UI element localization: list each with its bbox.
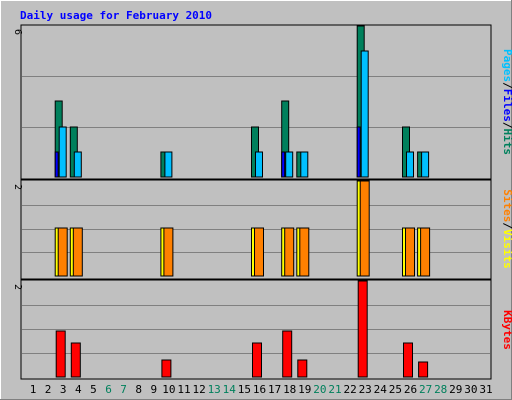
bar-kbytes-day-23 xyxy=(357,280,368,378)
bar-sites-day-19 xyxy=(299,227,310,277)
bar-kbytes-day-26 xyxy=(403,342,413,378)
y-max-label-kbytes: 2 xyxy=(12,284,23,290)
x-tick-label-2: 2 xyxy=(45,383,52,396)
x-tick-label-13: 13 xyxy=(208,383,221,396)
y-axis-max-labels: 6 2 2 xyxy=(12,29,23,290)
bar-kbytes-day-19 xyxy=(297,359,308,378)
legend-top-item-3: / xyxy=(501,122,512,129)
x-tick-label-14: 14 xyxy=(223,383,237,396)
x-tick-label-11: 11 xyxy=(177,383,190,396)
bar-sites-day-27 xyxy=(420,227,431,277)
legend-middle-item-2: Visits xyxy=(501,229,512,269)
bar-pages-day-23 xyxy=(360,50,369,178)
bar-kbytes-day-10 xyxy=(161,359,172,378)
x-tick-label-26: 26 xyxy=(404,383,417,396)
bar-sites-day-26 xyxy=(405,227,415,277)
bar-kbytes-day-16 xyxy=(252,342,262,378)
bar-kbytes-day-4 xyxy=(70,342,81,378)
bar-files-day-3 xyxy=(54,151,59,178)
x-tick-label-1: 1 xyxy=(30,383,37,396)
x-tick-label-9: 9 xyxy=(150,383,157,396)
x-tick-labels: 1 2 3 4 5 6 7 8 9 10 11 12 13 14 15 16 17 18 19 20 21 22 23 24 2… xyxy=(30,383,493,396)
legend-visits-sites: Sites/Visits xyxy=(501,189,512,269)
bar-pages-day-27 xyxy=(421,151,430,178)
legend-kbytes: KBytes xyxy=(501,310,512,350)
legend-middle-item-1: / xyxy=(501,222,512,229)
bar-pages-day-19 xyxy=(300,151,309,178)
legend-top-item-0: Pages xyxy=(501,49,512,82)
legend-bottom-item-0: KBytes xyxy=(501,310,512,350)
x-tick-label-4: 4 xyxy=(75,383,82,396)
x-tick-label-16: 16 xyxy=(253,383,266,396)
x-tick-label-8: 8 xyxy=(135,383,142,396)
legend-top-item-2: Files xyxy=(501,89,512,122)
bar-pages-day-18 xyxy=(285,151,294,178)
x-tick-label-18: 18 xyxy=(283,383,296,396)
x-tick-label-20: 20 xyxy=(313,383,326,396)
x-tick-label-10: 10 xyxy=(162,383,175,396)
bar-kbytes-day-18 xyxy=(282,330,293,378)
y-max-label-hits-files-pages: 6 xyxy=(12,29,23,35)
x-tick-label-3: 3 xyxy=(60,383,67,396)
bar-files-day-18 xyxy=(281,151,286,178)
bar-sites-day-16 xyxy=(254,227,264,277)
bar-pages-day-10 xyxy=(164,151,173,178)
bar-pages-day-26 xyxy=(406,151,414,178)
bar-sites-day-18 xyxy=(284,227,295,277)
legend-top-item-4: Hits xyxy=(501,129,512,156)
bar-pages-day-16 xyxy=(255,151,263,178)
x-tick-label-25: 25 xyxy=(389,383,402,396)
chart-title: Daily usage for February 2010 xyxy=(20,9,212,22)
x-tick-label-22: 22 xyxy=(343,383,356,396)
bar-kbytes-day-3 xyxy=(55,330,66,378)
x-tick-label-31: 31 xyxy=(479,383,492,396)
x-tick-label-6: 6 xyxy=(105,383,112,396)
x-tick-label-23: 23 xyxy=(359,383,372,396)
legend-middle-item-0: Sites xyxy=(501,189,512,222)
x-tick-label-5: 5 xyxy=(90,383,97,396)
bar-pages-day-4 xyxy=(73,151,82,178)
bar-kbytes-day-27 xyxy=(418,361,429,378)
bar-sites-day-10 xyxy=(163,227,174,277)
x-tick-label-12: 12 xyxy=(192,383,205,396)
x-tick-label-17: 17 xyxy=(268,383,281,396)
x-tick-label-7: 7 xyxy=(120,383,127,396)
bar-sites-day-3 xyxy=(57,227,68,277)
bar-sites-day-23 xyxy=(359,180,370,277)
bar-files-day-23 xyxy=(356,126,361,178)
legend-top-item-1: / xyxy=(501,82,512,89)
x-tick-label-19: 19 xyxy=(298,383,311,396)
x-tick-label-28: 28 xyxy=(434,383,447,396)
legend-hits-files-pages: Pages/Files/Hits xyxy=(501,49,512,155)
x-tick-label-21: 21 xyxy=(328,383,341,396)
y-max-label-visits-sites: 2 xyxy=(12,184,23,190)
x-tick-label-24: 24 xyxy=(374,383,388,396)
bar-sites-day-4 xyxy=(72,227,83,277)
x-tick-label-27: 27 xyxy=(419,383,432,396)
x-tick-label-30: 30 xyxy=(464,383,477,396)
bar-pages-day-3 xyxy=(58,126,67,178)
x-tick-label-29: 29 xyxy=(449,383,462,396)
x-tick-label-15: 15 xyxy=(238,383,251,396)
bar-marks xyxy=(54,25,431,378)
